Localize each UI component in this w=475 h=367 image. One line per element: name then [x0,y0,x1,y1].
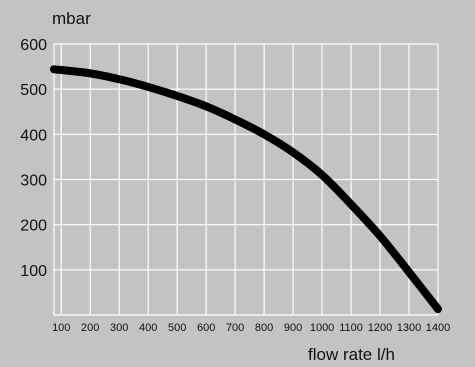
x-tick-label: 500 [168,322,186,334]
y-axis-ticks: 100 200 300 400 500 600 [20,37,47,280]
y-tick-label: 400 [20,127,47,144]
series-line [50,65,442,314]
x-tick-label: 800 [255,322,273,334]
x-tick-label: 1100 [339,322,363,334]
x-tick-label: 1200 [368,322,392,334]
x-tick-label: 1400 [426,322,450,334]
x-tick-label: 100 [52,322,70,334]
series-layer [50,65,442,314]
x-tick-label: 300 [110,322,128,334]
y-tick-label: 200 [20,218,47,235]
x-tick-label: 900 [284,322,302,334]
x-axis-ticks: 100 200 300 400 500 600 700 800 900 1000 1100 1200 1… [52,322,450,334]
y-tick-label: 500 [20,82,47,99]
x-tick-label: 1000 [310,322,334,334]
y-tick-label: 600 [20,37,47,54]
x-tick-label: 400 [139,322,157,334]
x-tick-label: 200 [81,322,99,334]
x-tick-label: 600 [197,322,215,334]
y-axis-label: mbar [52,9,91,28]
x-tick-label: 700 [226,322,244,334]
x-axis-label: flow rate l/h [308,345,395,364]
y-tick-label: 300 [20,173,47,190]
y-tick-label: 100 [20,263,47,280]
x-tick-label: 1300 [397,322,421,334]
